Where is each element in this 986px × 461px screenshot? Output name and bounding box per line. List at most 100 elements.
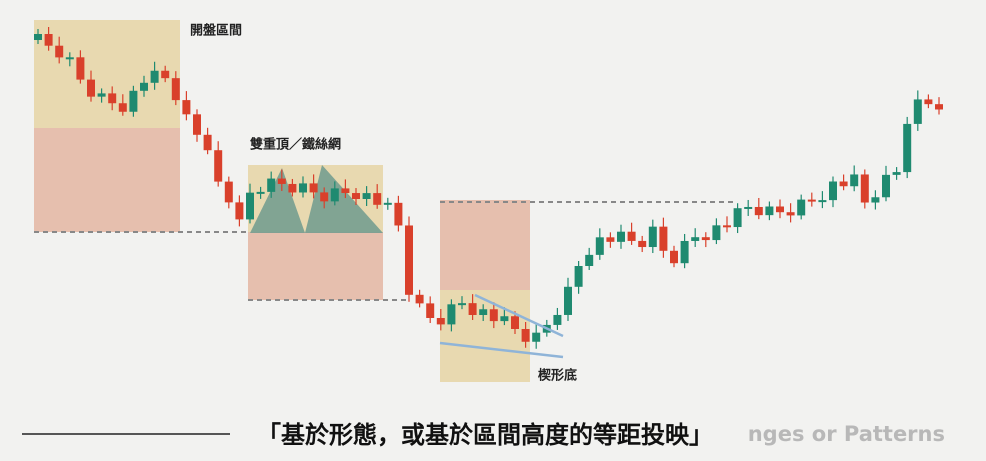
candle xyxy=(839,181,848,187)
candle xyxy=(627,231,636,241)
candle xyxy=(320,192,329,202)
candle xyxy=(489,309,498,322)
candle xyxy=(744,206,753,209)
candle xyxy=(701,237,710,241)
candle xyxy=(150,70,159,83)
candle xyxy=(935,104,943,110)
wedge-line xyxy=(474,293,564,338)
candle xyxy=(521,329,530,342)
candle xyxy=(97,93,106,97)
candle xyxy=(564,286,572,315)
pattern-label: 雙重頂／鐵絲網 xyxy=(250,137,341,153)
candle xyxy=(786,212,795,216)
candle xyxy=(818,200,827,203)
candle xyxy=(373,193,382,205)
candle xyxy=(913,99,922,124)
candle xyxy=(617,231,625,242)
candle xyxy=(765,206,774,216)
candle xyxy=(299,183,307,193)
candle xyxy=(87,79,95,97)
candle xyxy=(924,99,933,105)
zones xyxy=(34,20,736,382)
candle xyxy=(511,316,519,329)
pattern-label: 開盤區間 xyxy=(190,23,242,39)
background-caption: nges or Patterns xyxy=(748,422,945,446)
candle xyxy=(161,70,170,79)
candle xyxy=(383,202,392,205)
candle xyxy=(108,93,117,104)
candle xyxy=(341,188,350,194)
candle xyxy=(638,240,647,248)
candle xyxy=(426,303,435,318)
candle xyxy=(479,309,488,315)
candle xyxy=(595,237,604,255)
projection-zone xyxy=(34,128,180,232)
candle xyxy=(860,174,869,203)
candle xyxy=(797,199,806,216)
candle xyxy=(352,193,360,199)
candle xyxy=(829,181,837,201)
candle xyxy=(680,240,689,264)
candle xyxy=(182,100,191,115)
candle xyxy=(458,303,466,306)
top-triangle xyxy=(305,165,383,233)
candle xyxy=(500,316,509,322)
candle xyxy=(468,303,477,315)
candles xyxy=(34,27,943,349)
candle xyxy=(659,226,668,251)
projection-zone xyxy=(248,232,383,300)
candle xyxy=(288,183,297,193)
candle xyxy=(585,254,594,266)
candle xyxy=(309,183,318,193)
candle xyxy=(246,192,254,220)
candle xyxy=(807,199,816,202)
candle xyxy=(267,178,276,192)
candle xyxy=(436,318,445,325)
candle xyxy=(850,174,859,187)
candle xyxy=(224,181,233,203)
candle xyxy=(415,294,424,304)
candle xyxy=(65,57,74,60)
candle xyxy=(55,45,64,58)
wedge-line xyxy=(439,341,564,359)
candle xyxy=(362,193,371,199)
pattern-label: 楔形底 xyxy=(538,368,577,384)
candle xyxy=(34,34,42,40)
subtitle: 「基於形態，或基於區間高度的等距投映」 xyxy=(257,421,713,449)
candle xyxy=(193,114,201,135)
candle xyxy=(606,237,615,242)
range-zone xyxy=(440,290,530,382)
candle xyxy=(723,225,731,228)
candle xyxy=(214,150,223,182)
candle xyxy=(203,134,212,151)
candle xyxy=(330,188,339,202)
candle xyxy=(171,78,180,101)
candle xyxy=(670,250,678,264)
candle xyxy=(405,225,413,295)
candle xyxy=(394,202,403,226)
candle xyxy=(256,191,265,194)
candle xyxy=(754,206,763,216)
candle xyxy=(553,314,562,325)
candle xyxy=(648,226,657,248)
candle xyxy=(733,208,742,228)
candle xyxy=(691,237,700,241)
candle xyxy=(76,57,85,80)
candle xyxy=(129,90,138,112)
candle xyxy=(532,332,541,342)
candle xyxy=(871,197,880,203)
candle xyxy=(447,304,456,325)
candle xyxy=(277,178,286,184)
candle xyxy=(118,103,127,112)
projection-zone xyxy=(440,200,530,290)
candle xyxy=(140,82,148,91)
candle xyxy=(712,225,721,241)
top-triangle xyxy=(250,168,305,233)
candle xyxy=(892,172,901,175)
candle xyxy=(44,34,53,46)
candle xyxy=(903,123,912,173)
candle xyxy=(574,266,583,287)
candle xyxy=(235,202,244,220)
candle xyxy=(776,206,784,213)
